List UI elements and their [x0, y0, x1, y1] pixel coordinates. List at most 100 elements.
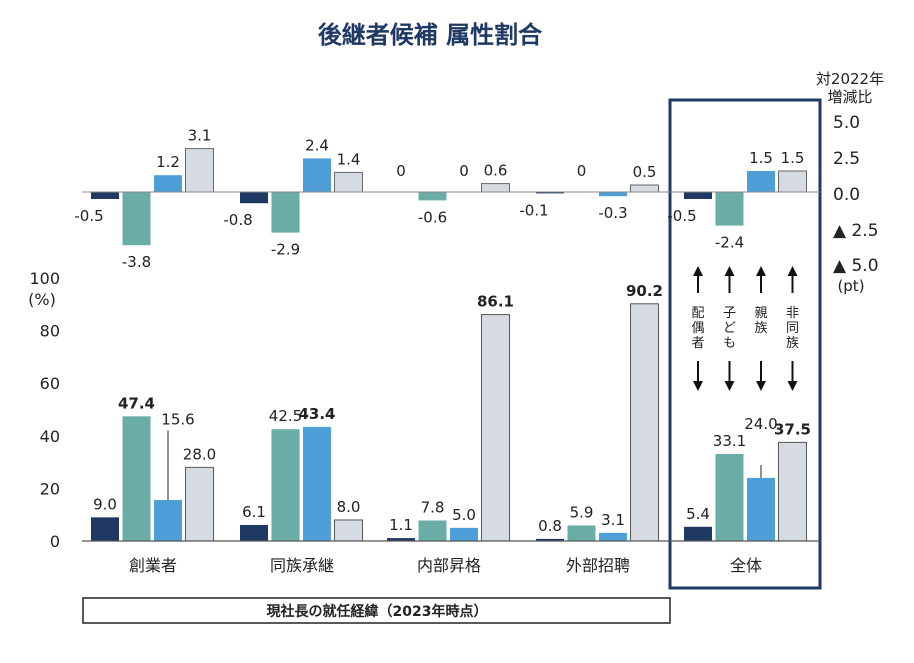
category-label: 内部昇格	[417, 556, 481, 575]
main-bars	[91, 303, 807, 542]
arrow-up-icon	[693, 266, 703, 276]
main-bar-non-family	[778, 441, 807, 542]
main-value-label: 5.0	[452, 506, 476, 524]
chart-title: 後継者候補 属性割合	[318, 21, 543, 49]
main-value-label: 37.5	[774, 420, 811, 438]
main-value-label: 47.4	[118, 394, 155, 412]
main-bar-non-family	[481, 314, 510, 542]
change-value-label: -0.1	[519, 201, 548, 219]
change-value-label: -0.5	[74, 207, 103, 225]
change-value-label: 1.5	[781, 149, 805, 167]
main-bar-non-family	[185, 466, 214, 542]
change-bar-non-family	[778, 170, 807, 193]
change-bar-spouse	[91, 192, 119, 199]
change-bar-non-family	[185, 148, 214, 193]
main-tick-label: 100	[29, 269, 60, 288]
main-value-label: 7.8	[421, 498, 445, 516]
change-value-label: 1.5	[749, 149, 773, 167]
main-value-label: 8.0	[337, 498, 361, 516]
main-bar-spouse	[91, 517, 119, 541]
change-bar-spouse	[684, 192, 712, 199]
change-value-label: 1.2	[156, 153, 180, 171]
main-value-label: 1.1	[389, 516, 413, 534]
main-tick-label: 40	[40, 427, 60, 446]
change-bar-non-family	[334, 171, 363, 193]
change-value-label: -0.3	[598, 204, 627, 222]
arrow-down-icon	[693, 381, 703, 391]
main-labels: 9.0 47.4 15.6 28.0 6.1 42.543.4 8.0 1.1 7.8 5.0 86…	[93, 282, 811, 535]
series-legend-label: 親族	[754, 306, 767, 336]
main-bar-child	[418, 520, 447, 541]
main-tick-label: 60	[40, 374, 60, 393]
main-value-label: 5.4	[686, 505, 710, 523]
main-bar-relative	[154, 499, 182, 541]
arrow-down-icon	[724, 381, 735, 391]
main-bar-relative	[450, 527, 478, 541]
change-value-label: -0.5	[667, 207, 696, 225]
category-label: 創業者	[129, 556, 177, 575]
change-bar-relative	[154, 175, 182, 192]
change-labels: -0.5 -3.8 1.2 3.1 -0.8 -2.9 2.4 1.4 0 -0.6 0 0.6 -0.…	[74, 127, 804, 272]
main-value-label: 33.1	[713, 432, 746, 450]
change-axis-unit: (pt)	[837, 277, 864, 295]
change-value-label: 0	[459, 162, 469, 180]
change-value-label: -2.4	[715, 234, 744, 252]
change-axis: 対2022年 増減比 ▲ 5.0 ▲ 2.5 0.0 2.5 5.0 (pt)	[816, 70, 884, 295]
category-label: 同族承継	[270, 556, 334, 575]
main-bar-non-family	[630, 303, 659, 542]
main-tick-label: 20	[40, 479, 60, 498]
change-axis-title-line2: 増減比	[827, 88, 872, 106]
series-legend-label: 子ども	[723, 306, 736, 351]
change-bar-non-family	[630, 184, 659, 193]
change-bar-spouse	[536, 192, 564, 194]
arrow-down-icon	[756, 381, 766, 391]
main-value-label: 43.4	[298, 405, 335, 423]
category-labels: 創業者 同族承継 内部昇格 外部招聘 全体	[129, 556, 762, 575]
main-value-label: 6.1	[242, 503, 266, 521]
change-value-label: 0	[577, 162, 587, 180]
main-bar-relative	[747, 477, 775, 541]
arrow-up-icon	[787, 266, 798, 276]
change-bar-relative	[599, 192, 627, 197]
change-value-label: -0.6	[418, 208, 447, 226]
main-value-label: 86.1	[477, 293, 514, 311]
main-bar-non-family	[334, 519, 363, 542]
change-bar-non-family	[481, 183, 510, 193]
category-label: 全体	[730, 556, 762, 575]
main-value-label: 9.0	[93, 495, 117, 513]
main-tick-label: 80	[40, 322, 60, 341]
change-bar-child	[418, 192, 447, 201]
change-value-label: 0.5	[633, 163, 657, 181]
change-tick-labels: ▲ 5.0 ▲ 2.5 0.0 2.5 5.0	[833, 113, 879, 276]
change-value-label: 1.4	[337, 150, 361, 168]
category-label: 外部招聘	[566, 556, 630, 575]
arrow-up-icon	[724, 266, 735, 276]
main-bar-relative	[303, 426, 331, 541]
main-axis: (%) 0 20 40 60 80 100	[28, 269, 60, 551]
main-value-label: 5.9	[570, 503, 594, 521]
main-value-label: 90.2	[626, 282, 663, 300]
main-value-label: 0.8	[538, 517, 562, 535]
main-tick-labels: 0 20 40 60 80 100	[29, 269, 60, 551]
main-bar-spouse	[387, 538, 415, 541]
arrow-up-icon	[756, 266, 766, 276]
change-tick-label: ▲ 2.5	[833, 221, 879, 241]
main-value-label: 15.6	[161, 410, 194, 428]
main-bar-child	[271, 429, 300, 541]
change-bar-child	[122, 192, 151, 246]
main-axis-unit: (%)	[28, 290, 56, 309]
main-value-label: 42.5	[269, 407, 302, 425]
footer-label: 現社長の就任経緯（2023年時点）	[267, 603, 488, 620]
change-axis-title-line1: 対2022年	[816, 70, 884, 88]
main-bar-spouse	[240, 524, 268, 541]
main-tick-label: 0	[50, 532, 60, 551]
main-value-label: 3.1	[601, 511, 625, 529]
main-value-label: 28.0	[183, 445, 216, 463]
main-bar-relative	[599, 532, 627, 541]
change-tick-label: 0.0	[833, 185, 860, 205]
change-bar-child	[715, 192, 744, 226]
change-tick-label: ▲ 5.0	[833, 256, 879, 276]
change-value-label: -3.8	[122, 253, 151, 271]
change-tick-label: 5.0	[833, 113, 860, 133]
